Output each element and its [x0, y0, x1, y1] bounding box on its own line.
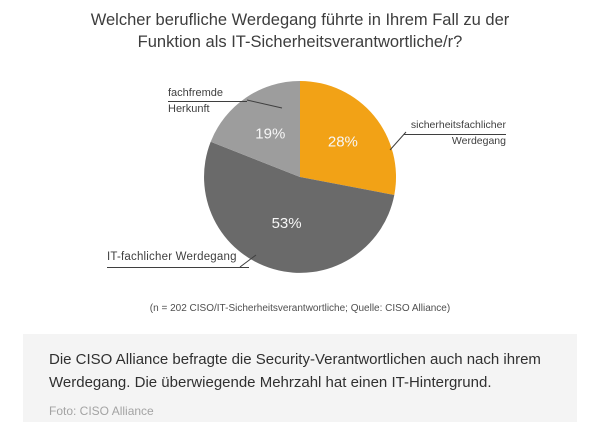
summary-box: Die CISO Alliance befragte die Security-… [23, 334, 577, 422]
label-sicherheitsfachlicher-werdegang: sicherheitsfachlicher Werdegang [404, 119, 506, 148]
label-fachfremde-herkunft: fachfremde Herkunft [168, 86, 247, 117]
label-line-1: IT-fachlicher Werdegang [107, 250, 249, 268]
photo-credit: Foto: CISO Alliance [49, 403, 154, 418]
callout-leader-line [246, 99, 283, 109]
callout-leader-line [389, 131, 407, 151]
pie-value-label: 28% [328, 134, 358, 151]
chart-title: Welcher berufliche Werdegang führte in I… [90, 11, 510, 52]
label-line-2: Herkunft [168, 103, 210, 116]
pie-slice-fachfremde-herkunft [210, 81, 300, 177]
pie-value-label: 19% [255, 125, 285, 142]
label-it-fachlicher-werdegang: IT-fachlicher Werdegang [107, 250, 249, 268]
summary-text: Die CISO Alliance befragte die Security-… [49, 351, 541, 392]
callout-leader-line [239, 254, 257, 268]
pie-value-label: 53% [272, 215, 302, 232]
source-note: (n = 202 CISO/IT-Sicherheitsverantwortli… [149, 303, 451, 314]
pie-slice-sicherheitsfachlicher-werdegang [300, 81, 397, 195]
pie-slice-it-fachlicher-werdegang [204, 141, 395, 273]
label-line-2: Werdegang [451, 134, 506, 147]
label-line-1: sicherheitsfachlicher [404, 119, 506, 135]
label-line-1: fachfremde [168, 86, 247, 103]
